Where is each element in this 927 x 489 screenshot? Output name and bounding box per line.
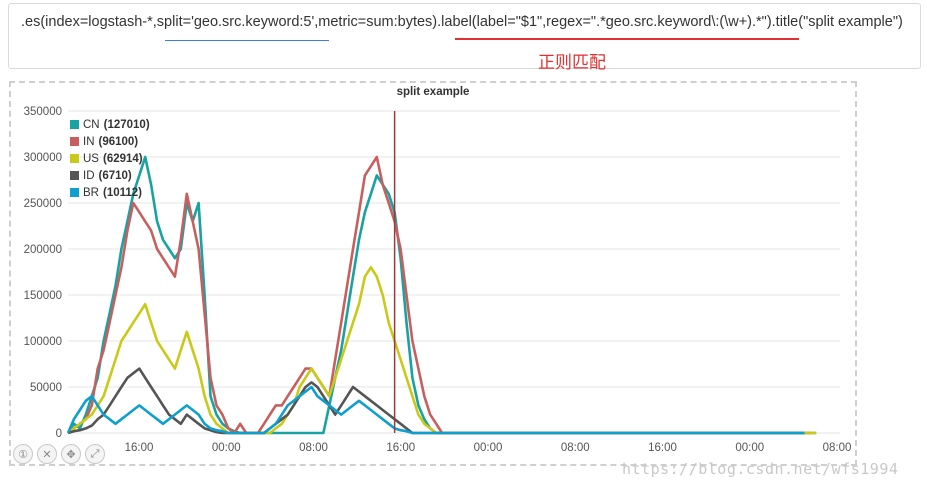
close-icon[interactable]: ✕ xyxy=(37,444,57,464)
legend-label: US xyxy=(83,152,99,165)
y-tick-label: 300000 xyxy=(24,152,62,164)
legend-item-br[interactable]: BR (10112) xyxy=(70,184,150,201)
legend-label: ID xyxy=(83,169,95,182)
series-line-br xyxy=(66,385,805,435)
x-tick-label: 00:00 xyxy=(212,442,241,454)
legend-swatch xyxy=(70,154,79,163)
expression-text: .es(index=logstash-*,split='geo.src.keyw… xyxy=(21,14,903,30)
x-tick-label: 16:00 xyxy=(125,442,154,454)
chart-frame xyxy=(9,81,857,466)
x-tick-label: 00:00 xyxy=(474,442,503,454)
regex-annotation: 正则匹配 xyxy=(538,53,606,73)
legend-swatch xyxy=(70,171,79,180)
zoom-reset-icon[interactable]: ① xyxy=(13,444,33,464)
series-line-us xyxy=(67,266,817,435)
y-tick-label: 350000 xyxy=(24,106,62,118)
legend-item-us[interactable]: US (62914) xyxy=(70,150,150,167)
y-tick-label: 50000 xyxy=(30,382,62,394)
legend-swatch xyxy=(70,137,79,146)
legend-item-id[interactable]: ID (6710) xyxy=(70,167,150,184)
legend-item-in[interactable]: IN (96100) xyxy=(70,133,150,150)
x-tick-label: 16:00 xyxy=(386,442,415,454)
x-tick-label: 08:00 xyxy=(823,442,852,454)
legend-item-cn[interactable]: CN (127010) xyxy=(70,116,150,133)
x-tick-label: 16:00 xyxy=(648,442,677,454)
y-tick-label: 100000 xyxy=(24,336,62,348)
legend-label: BR xyxy=(83,186,99,199)
legend-count: (62914) xyxy=(102,152,143,165)
expression-input[interactable]: .es(index=logstash-*,split='geo.src.keyw… xyxy=(8,3,921,73)
chart-title: split example xyxy=(396,86,470,98)
chart-legend: CN (127010) IN (96100) US (62914) ID (6710) BR (1… xyxy=(70,116,150,201)
pan-icon[interactable]: ✥ xyxy=(61,444,81,464)
legend-label: IN xyxy=(83,135,95,148)
y-tick-label: 200000 xyxy=(24,244,62,256)
fullscreen-icon[interactable]: ⤢ xyxy=(85,444,105,464)
regex-underline xyxy=(455,38,799,40)
x-tick-label: 00:00 xyxy=(735,442,764,454)
legend-count: (6710) xyxy=(98,169,132,182)
legend-label: CN xyxy=(83,118,100,131)
x-tick-label: 08:00 xyxy=(561,442,590,454)
y-tick-label: 150000 xyxy=(24,290,62,302)
y-tick-label: 250000 xyxy=(24,198,62,210)
legend-count: (127010) xyxy=(103,118,150,131)
y-tick-label: 0 xyxy=(56,428,62,440)
legend-swatch xyxy=(70,120,79,129)
legend-swatch xyxy=(70,188,79,197)
watermark: https://blog.csdn.net/wfs1994 xyxy=(622,460,899,478)
legend-count: (10112) xyxy=(102,186,142,199)
chart-controls: ① ✕ ✥ ⤢ xyxy=(13,444,105,464)
x-tick-label: 08:00 xyxy=(299,442,328,454)
split-underline xyxy=(165,40,329,41)
legend-count: (96100) xyxy=(98,135,139,148)
